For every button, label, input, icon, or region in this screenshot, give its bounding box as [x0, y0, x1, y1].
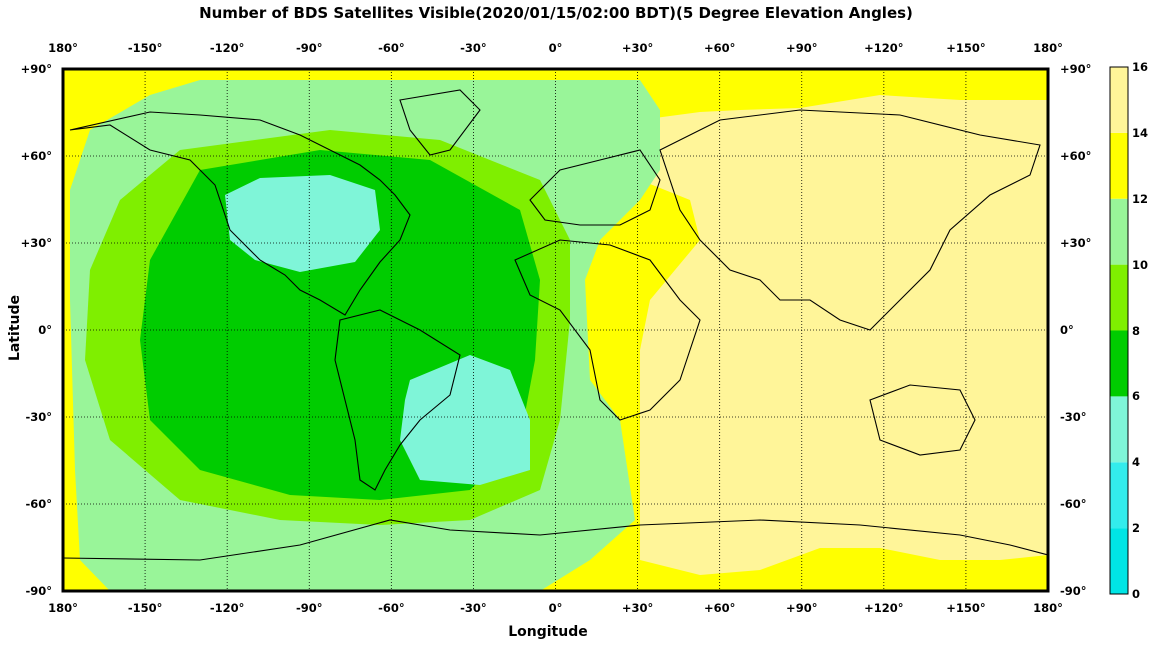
x-tick-bottom: +90° [786, 601, 818, 615]
grid-lines [63, 69, 1048, 591]
chart-title: Number of BDS Satellites Visible(2020/01… [199, 4, 913, 22]
colorbar-band [1110, 528, 1128, 594]
x-tick-top: +30° [621, 41, 654, 55]
y-tick-left: -90° [25, 584, 52, 598]
colorbar-tick: 12 [1132, 191, 1149, 206]
colorbar-tick: 4 [1132, 455, 1141, 470]
y-tick-left: -60° [25, 497, 52, 511]
x-tick-top: +120° [864, 41, 904, 55]
y-axis-label: Latitude [7, 294, 23, 362]
y-tick-right: 0° [1060, 323, 1074, 337]
y-tick-right: +60° [1060, 149, 1092, 163]
region-south-yellow [640, 548, 1048, 591]
x-tick-bottom: 180° [1033, 601, 1063, 615]
x-tick-top: +60° [703, 41, 736, 55]
colorbar-band [1110, 396, 1128, 463]
colorbar-tick: 16 [1132, 60, 1149, 74]
y-tick-right: -60° [1060, 497, 1087, 511]
x-tick-top: 0° [548, 41, 563, 55]
region-na-cyan [225, 175, 380, 272]
region-satl-cyan [400, 355, 530, 485]
x-tick-bottom: -30° [460, 601, 487, 615]
x-tick-bottom: 0° [548, 601, 563, 615]
y-tick-left: -30° [25, 410, 52, 424]
colorbar-border [1109, 66, 1129, 595]
x-tick-top: 180° [48, 41, 78, 55]
x-tick-bottom: -90° [295, 601, 323, 615]
x-tick-bottom: -60° [378, 601, 405, 615]
x-tick-bottom: 180° [48, 601, 78, 615]
x-tick-top: -150° [127, 41, 163, 55]
colorbar-tick: 6 [1132, 389, 1141, 404]
x-axis-label: Longitude [508, 624, 588, 640]
x-tick-top: +90° [786, 41, 818, 55]
colorbar-tick: 10 [1132, 257, 1149, 272]
y-tick-left: +60° [20, 149, 52, 163]
y-tick-right: +30° [1060, 236, 1092, 250]
colorbar-band [1110, 264, 1128, 331]
x-tick-top: 180° [1033, 41, 1063, 55]
colorbar-tick: 8 [1132, 323, 1141, 338]
colorbar-tick: 0 [1132, 587, 1141, 601]
x-tick-top: -30° [460, 41, 487, 55]
x-tick-top: -90° [295, 41, 323, 55]
x-tick-bottom: -150° [127, 601, 163, 615]
region-north-yellow [640, 69, 1048, 120]
colorbar-band [1110, 330, 1128, 397]
y-tick-left: +90° [20, 62, 52, 76]
y-tick-left: +30° [20, 236, 52, 250]
coastlines [63, 89, 1048, 561]
x-tick-top: -120° [209, 41, 245, 55]
x-tick-bottom: +150° [946, 601, 986, 615]
x-tick-bottom: -120° [209, 601, 245, 615]
colorbar-band [1110, 67, 1128, 133]
y-tick-right: -90° [1060, 584, 1087, 598]
colorbar-band [1110, 132, 1128, 199]
colorbar-tick: 2 [1132, 521, 1141, 536]
region-eastatl-yellow [580, 180, 700, 420]
x-tick-top: +150° [946, 41, 986, 55]
x-tick-bottom: +120° [864, 601, 904, 615]
plot-border [61, 67, 1050, 593]
colorbar-tick: 14 [1132, 125, 1149, 140]
x-tick-bottom: +30° [621, 601, 654, 615]
colorbar [1109, 66, 1129, 595]
y-tick-left: 0° [38, 323, 52, 337]
y-tick-right: -30° [1060, 410, 1087, 424]
x-tick-bottom: +60° [703, 601, 736, 615]
x-tick-top: -60° [378, 41, 405, 55]
y-tick-right: +90° [1060, 62, 1092, 76]
colorbar-band [1110, 198, 1128, 265]
colorbar-band [1110, 462, 1128, 529]
